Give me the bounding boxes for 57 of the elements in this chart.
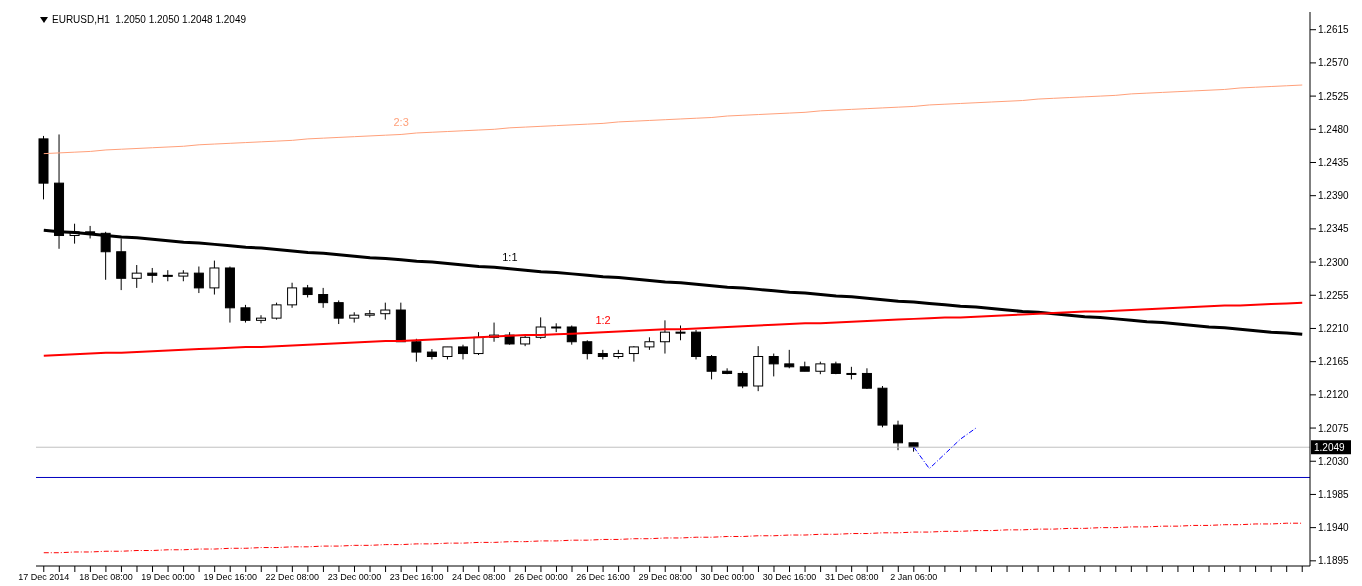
candlestick [722,367,733,375]
x-tick-label: 24 Dec 08:00 [452,572,506,583]
candlestick [659,319,670,355]
ref-line-label: 1.2049 [1314,442,1346,454]
candlestick [131,264,142,289]
candlestick [287,282,298,309]
y-tick-label: 1.2165 [1318,356,1350,368]
candlestick [333,299,344,325]
x-tick-label: 26 Dec 00:00 [514,572,568,583]
y-tick-label: 1.1985 [1318,488,1350,500]
y-tick-label: 1.1940 [1318,522,1350,534]
x-tick-label: 18 Dec 08:00 [79,572,133,583]
series-label: 1:2 [595,314,611,327]
line-series [43,522,1303,554]
y-tick-label: 1.2480 [1318,123,1350,135]
x-tick-label: 19 Dec 00:00 [141,572,195,583]
candlestick [193,266,204,294]
x-tick-label: 23 Dec 00:00 [327,572,382,583]
candlestick [706,354,717,380]
y-tick-label: 1.2570 [1318,57,1350,69]
candlestick [100,231,111,281]
candlestick [209,260,220,296]
y-tick-label: 1.2075 [1318,422,1350,434]
y-tick-label: 1.2255 [1318,289,1350,301]
candlestick [768,353,779,377]
candlestick [628,345,639,363]
y-tick-label: 1.2345 [1318,223,1350,235]
y-tick-label: 1.1895 [1318,555,1350,567]
candlestick [784,349,795,369]
x-tick-label: 17 Dec 2014 [18,572,70,583]
x-tick-label: 19 Dec 16:00 [203,572,257,583]
chart-title: EURUSD,H1 1.2050 1.2050 1.2048 1.2049 [52,14,247,25]
series-label: 2:3 [393,116,409,129]
x-tick-label: 26 Dec 16:00 [576,572,630,583]
x-tick-label: 23 Dec 16:00 [389,572,444,583]
y-tick-label: 1.2435 [1318,157,1350,169]
x-tick-label: 2 Jan 06:00 [890,572,938,583]
x-tick-label: 29 Dec 08:00 [638,572,693,583]
y-tick-label: 1.2210 [1318,323,1350,335]
series-label: 1:1 [502,250,518,263]
candlestick [861,367,872,390]
x-tick-label: 22 Dec 08:00 [265,572,320,583]
y-tick-label: 1.2525 [1318,90,1350,102]
x-tick-label: 30 Dec 16:00 [762,572,817,583]
candlestick [473,331,484,356]
candlestick [582,339,593,360]
y-tick-label: 1.2300 [1318,256,1350,268]
line-series [43,84,1303,155]
candlestick [318,287,329,309]
y-tick-label: 1.2120 [1318,389,1350,401]
y-tick-label: 1.2615 [1318,24,1350,36]
line-series [42,301,1304,357]
candlestick [893,420,904,451]
y-tick-label: 1.2030 [1318,455,1350,467]
x-tick-label: 31 Dec 08:00 [824,572,879,583]
x-tick-label: 30 Dec 00:00 [700,572,755,583]
y-tick-label: 1.2390 [1318,190,1350,202]
